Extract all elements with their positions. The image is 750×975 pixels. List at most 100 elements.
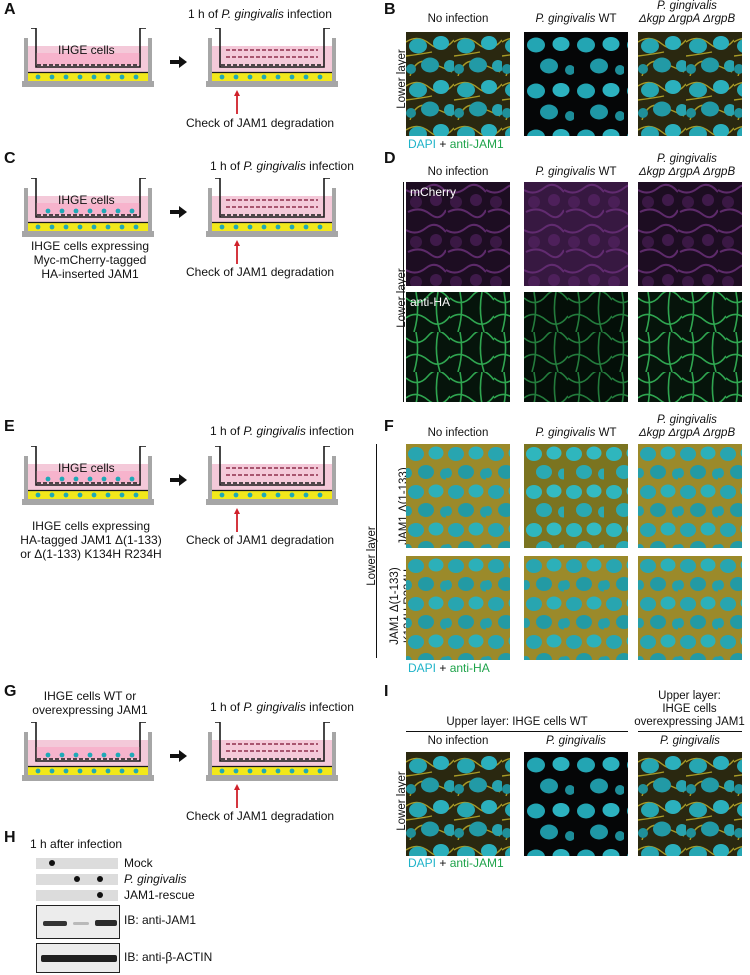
- panel-e-desc2: HA-tagged JAM1 Δ(1-133): [20, 533, 162, 547]
- panel-label-a: A: [4, 1, 16, 18]
- panel-i-group2-l1: Upper layer:: [658, 690, 721, 702]
- panel-c-red-arrow: [233, 239, 241, 265]
- panel-c-desc3: HA-inserted JAM1: [41, 267, 139, 281]
- panel-i-group2-line: [638, 731, 742, 732]
- panel-e-schematic-before: [22, 446, 155, 506]
- panel-g-schematic-before: [22, 722, 155, 782]
- panel-h-row-mock: Mock: [124, 856, 153, 870]
- panel-f-r1-wt: [524, 444, 628, 548]
- panel-e-arrow: [170, 474, 187, 486]
- panel-label-d: D: [384, 150, 396, 167]
- panel-d-row1-label: mCherry: [410, 185, 457, 199]
- panel-d-ha-wt: [524, 292, 628, 402]
- panel-c-check-label: Check of JAM1 degradation: [186, 265, 335, 279]
- panel-f-r2-noinf: [406, 556, 510, 660]
- panel-i-img-noinf: [406, 752, 510, 856]
- panel-label-b: B: [384, 1, 396, 18]
- panel-i-col3: P. gingivalis: [660, 735, 720, 747]
- panel-f-r2-mutant: [638, 556, 742, 660]
- panel-i-col2: P. gingivalis: [546, 735, 606, 747]
- panel-g-red-arrow: [233, 783, 241, 809]
- panel-d-row2-label: anti-HA: [410, 295, 451, 309]
- panel-a-schematic-before: [22, 28, 155, 88]
- panel-d-mcherry-noinf: [406, 182, 510, 286]
- panel-h-rescue-strip: [36, 890, 118, 901]
- panel-a-red-arrow: [233, 89, 241, 115]
- panel-b-img-wt: [524, 32, 628, 136]
- panel-f-col3a: P. gingivalis: [657, 414, 717, 426]
- panel-h-blot2-label: IB: anti-β-ACTIN: [124, 950, 213, 964]
- panel-c-arrow: [170, 206, 187, 218]
- panel-d-ha-noinf: [406, 292, 510, 402]
- panel-b-col2: P. gingivalis WT: [535, 13, 617, 25]
- panel-i-group1: Upper layer: IHGE cells WT: [446, 716, 588, 728]
- panel-d-col1: No infection: [427, 166, 489, 178]
- panel-i-group1-line: [406, 731, 628, 732]
- panel-h-blot1-label: IB: anti-JAM1: [124, 913, 197, 927]
- panel-a-schematic-after: [206, 28, 339, 88]
- panel-d-ha-mutant: [638, 292, 742, 402]
- panel-i-img-wt-pg: [524, 752, 628, 856]
- panel-i-col1: No infection: [427, 735, 489, 747]
- panel-b-col3a: P. gingivalis: [657, 0, 717, 12]
- panel-d-col3a: P. gingivalis: [657, 153, 717, 165]
- panel-b-img-mutant: [638, 32, 742, 136]
- panel-c-cells-label: IHGE cells: [58, 193, 115, 207]
- panel-f-col2: P. gingivalis WT: [535, 427, 617, 439]
- panel-d-side-line: [403, 182, 404, 402]
- panel-b-img-noinf: [406, 32, 510, 136]
- panel-h-rescue-dot: [97, 892, 103, 898]
- panel-g-title: 1 h of P. gingivalis infection: [210, 700, 354, 714]
- panel-a-arrow: [170, 56, 187, 68]
- panel-g-arrow: [170, 750, 187, 762]
- panel-g-desc1: IHGE cells WT or: [43, 689, 137, 703]
- panel-i-img-oe-pg: [638, 752, 742, 856]
- panel-h-blot-jam1: [36, 905, 120, 939]
- panel-e-cells-label: IHGE cells: [58, 461, 115, 475]
- panel-b-col3b: Δkgp ΔrgpA ΔrgpB: [638, 13, 736, 25]
- panel-f-col1: No infection: [427, 427, 489, 439]
- panel-e-schematic-after: [206, 446, 339, 506]
- panel-a-check-label: Check of JAM1 degradation: [186, 116, 335, 130]
- panel-f-r2-wt: [524, 556, 628, 660]
- panel-label-e: E: [4, 418, 15, 435]
- panel-h-blot-actin: [36, 943, 120, 973]
- panel-h-pg-dot-1: [74, 876, 80, 882]
- panel-g-check-label: Check of JAM1 degradation: [186, 809, 335, 823]
- panel-label-c: C: [4, 150, 16, 167]
- panel-f-r1-noinf: [406, 444, 510, 548]
- panel-f-r1-mutant: [638, 444, 742, 548]
- panel-d-mcherry-mutant: [638, 182, 742, 286]
- panel-c-desc1: IHGE cells expressing: [30, 239, 150, 253]
- panel-c-schematic-before: [22, 178, 155, 238]
- panel-i-group2-l2: IHGE cells: [662, 703, 717, 715]
- panel-c-desc2: Myc-mCherry-tagged: [33, 253, 147, 267]
- panel-e-desc1: IHGE cells expressing: [31, 519, 151, 533]
- panel-e-red-arrow: [233, 507, 241, 533]
- panel-f-side-line: [376, 444, 377, 658]
- panel-h-mock-dot: [49, 860, 55, 866]
- panel-e-check-label: Check of JAM1 degradation: [186, 533, 335, 547]
- panel-i-group2-l3: overexpressing JAM1: [634, 716, 745, 728]
- panel-h-row-rescue: JAM1-rescue: [124, 888, 195, 902]
- panel-f-col3b: Δkgp ΔrgpA ΔrgpB: [638, 427, 736, 439]
- panel-h-title: 1 h after infection: [30, 837, 123, 851]
- panel-c-title: 1 h of P. gingivalis infection: [210, 159, 354, 173]
- panel-e-desc3: or Δ(1-133) K134H R234H: [20, 547, 162, 561]
- panel-i-legend: DAPI + anti-JAM1: [408, 856, 504, 870]
- panel-d-col2: P. gingivalis WT: [535, 166, 617, 178]
- panel-c-schematic-after: [206, 178, 339, 238]
- panel-h-mock-strip: [36, 858, 118, 869]
- panel-a-cells-label: IHGE cells: [58, 43, 115, 57]
- panel-d-col3b: Δkgp ΔrgpA ΔrgpB: [638, 166, 736, 178]
- panel-f-legend: DAPI + anti-HA: [408, 661, 490, 675]
- panel-label-i: I: [384, 683, 389, 700]
- panel-h-pg-dot-2: [97, 876, 103, 882]
- panel-label-h: H: [4, 829, 16, 846]
- panel-f-row2-label-a: JAM1 Δ(1-133): [389, 567, 401, 645]
- panel-label-g: G: [4, 683, 17, 700]
- panel-a-title: 1 h of P. gingivalis infection: [188, 7, 332, 21]
- panel-b-col1: No infection: [427, 13, 489, 25]
- panel-g-schematic-after: [206, 722, 339, 782]
- panel-h-row-pg: P. gingivalis: [124, 872, 187, 886]
